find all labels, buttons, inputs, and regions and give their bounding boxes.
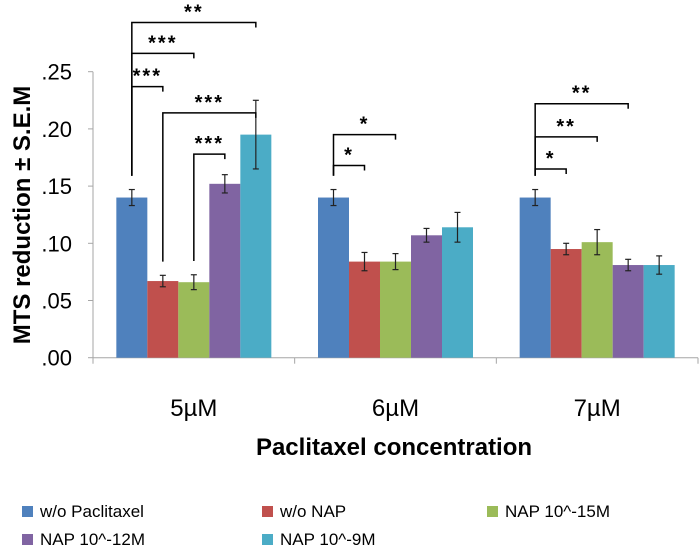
bar [116,197,148,358]
error-bar [532,188,539,207]
x-axis-label: Paclitaxel concentration [256,434,532,461]
bar [209,183,241,358]
error-bar [128,188,135,207]
bar [581,242,613,358]
legend-item: NAP 10^-15M [487,502,610,521]
bar [240,134,272,358]
bracket-line [193,153,226,262]
legend-swatch [22,506,33,517]
significance-label: ** [184,2,204,24]
legend-label: w/o Paclitaxel [39,502,144,521]
significance-bracket: *** [162,92,257,262]
legend-swatch [487,506,498,517]
x-tick-label: 5µM [170,395,217,422]
y-axis-label: MTS reduction ± S.E.M [9,86,36,345]
significance-label: *** [195,133,224,155]
bar [643,265,675,358]
bar [612,265,644,358]
significance-label: ** [572,83,592,105]
y-tick-label: .00 [41,346,72,371]
bracket-line [131,85,164,176]
significance-label: * [360,114,370,136]
significance-label: ** [556,116,576,138]
bar [147,281,179,358]
significance-bracket: *** [131,66,164,176]
x-tick-label: 6µM [372,395,419,422]
significance-bracket: * [332,145,366,176]
error-bar [625,258,632,272]
bracket-line [162,112,257,262]
y-tick-label: .20 [41,117,72,142]
error-bar [221,174,228,194]
bracket-line [534,168,567,176]
bracket-line [332,133,397,176]
x-tick-label: 7µM [574,395,621,422]
bar [349,261,380,358]
legend-label: NAP 10^-9M [280,530,376,549]
y-axis: .00 .05 .10 .15 .20 .25 [41,60,94,371]
legend-swatch [22,534,33,545]
significance-annotations: ********************* [131,2,629,262]
bar [178,282,210,358]
legend: w/o Paclitaxel w/o NAP NAP 10^-15M NAP 10^-… [22,502,610,549]
legend-label: NAP 10^-15M [505,502,610,521]
bracket-line [534,136,598,176]
significance-bracket: * [332,114,397,176]
legend-item: w/o NAP [262,502,346,521]
legend-label: w/o NAP [279,502,346,521]
bar [380,261,411,358]
y-tick-label: .10 [41,231,72,256]
error-bar [563,242,570,256]
bar [550,249,582,358]
error-bar [159,274,166,288]
error-bar [594,228,601,256]
error-bar [361,251,368,272]
error-bar [330,188,337,207]
significance-bracket: ** [534,116,598,176]
y-tick-label: .15 [41,174,72,199]
legend-swatch [262,534,273,545]
error-bar [454,211,461,243]
error-bar [190,274,197,291]
error-bar [252,99,259,170]
x-axis: 5µM 6µM 7µM [92,357,699,422]
bar [318,197,349,358]
y-tick-label: .05 [41,289,72,314]
legend-item: NAP 10^-12M [22,530,145,549]
legend-swatch [262,506,273,517]
bracket-line [332,164,366,176]
bar [519,197,551,358]
legend-label: NAP 10^-12M [40,530,145,549]
significance-label: *** [195,92,224,114]
error-bar [423,227,430,243]
significance-label: * [344,145,354,167]
error-bar [656,255,663,275]
y-tick-label: .25 [41,60,72,85]
error-bar [392,252,399,271]
significance-label: *** [148,32,177,54]
significance-label: * [546,148,556,170]
significance-bracket: *** [193,133,226,262]
bar [442,227,473,358]
significance-bracket: * [534,148,567,176]
bar [411,235,442,358]
legend-item: NAP 10^-9M [262,530,376,549]
legend-item: w/o Paclitaxel [22,502,144,521]
bars [116,99,675,358]
significance-label: *** [133,66,162,88]
